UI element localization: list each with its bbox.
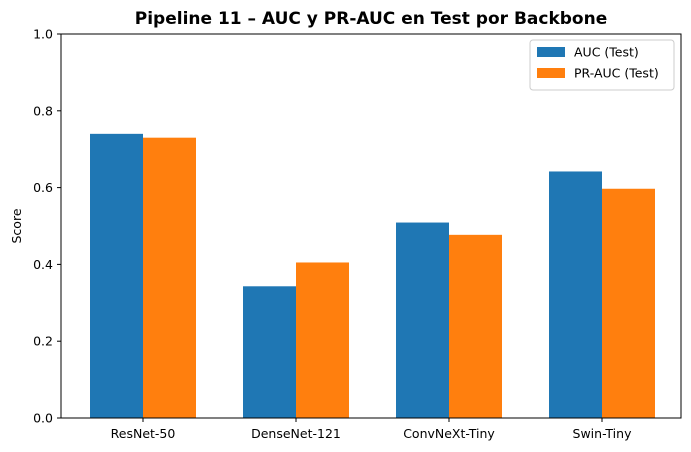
legend-swatch: [537, 68, 565, 78]
x-tick-label: ResNet-50: [111, 426, 176, 441]
bar-auc-convnext-tiny: [396, 222, 449, 418]
y-tick-label: 0.4: [33, 257, 53, 272]
bars-group: [90, 133, 655, 418]
bar-pr-auc-swin-tiny: [602, 188, 655, 418]
x-tick-label: DenseNet-121: [251, 426, 341, 441]
bar-pr-auc-resnet-50: [143, 137, 196, 418]
y-tick-label: 0.6: [33, 180, 53, 195]
y-axis: 0.0 0.2 0.4 0.6 0.8 1.0: [33, 27, 61, 426]
x-tick-label: Swin-Tiny: [573, 426, 633, 441]
plot-frame: [60, 33, 682, 419]
legend-entry: AUC (Test): [574, 45, 639, 60]
bar-auc-resnet-50: [90, 133, 143, 418]
y-axis-label: Score: [9, 208, 24, 243]
y-tick-label: 0.8: [33, 103, 53, 118]
y-tick-label: 0.0: [33, 411, 53, 426]
y-tick-label: 0.2: [33, 334, 53, 349]
bar-pr-auc-densenet-121: [296, 262, 349, 418]
legend-box: [529, 39, 675, 91]
bar-pr-auc-convnext-tiny: [449, 234, 502, 418]
y-tick-label: 1.0: [33, 27, 53, 42]
legend-entry: PR-AUC (Test): [574, 66, 659, 81]
x-axis: ResNet-50 DenseNet-121 ConvNeXt-Tiny Swin-T…: [111, 418, 632, 441]
bar-auc-densenet-121: [243, 286, 296, 418]
legend: AUC (Test) PR-AUC (Test): [529, 39, 675, 91]
chart-title: Pipeline 11 – AUC y PR-AUC en Test por B…: [135, 9, 607, 29]
bar-auc-swin-tiny: [549, 171, 602, 418]
legend-swatch: [537, 47, 565, 57]
x-tick-label: ConvNeXt-Tiny: [403, 426, 495, 441]
